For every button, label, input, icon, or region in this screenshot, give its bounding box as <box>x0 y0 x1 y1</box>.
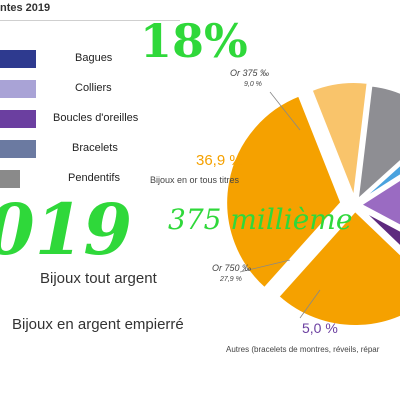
pie-slice-5 <box>277 209 400 327</box>
pie-leader-line-1 <box>239 259 291 273</box>
caption-silver-stone: Bijoux en argent empierré <box>12 316 184 333</box>
label-pendentifs: Pendentifs <box>68 172 120 184</box>
pie-label-or375: Or 375 ‰ <box>230 68 270 78</box>
pie-slice-4 <box>362 209 400 248</box>
pie-value-autres: 5,0 % <box>302 320 338 336</box>
label-bracelets: Bracelets <box>72 142 118 154</box>
bar-chart: Bagues Colliers Boucles d'oreilles Brace… <box>0 40 150 200</box>
bar-pendentifs <box>0 170 20 188</box>
label-bagues: Bagues <box>75 52 113 64</box>
pie-label-or750: Or 750 ‰ <box>212 263 252 273</box>
pie-value-or750: 27,9 % <box>220 276 242 283</box>
bar-bracelets <box>0 140 36 158</box>
pie-value-or375: 9,0 % <box>244 81 262 88</box>
bar-boucles <box>0 110 36 128</box>
overlay-millieme: 375 millième <box>168 203 353 236</box>
bar-bagues <box>0 50 36 68</box>
pie-slice-0 <box>310 81 369 198</box>
pie-slice-2 <box>359 163 400 203</box>
pie-label-autres: Autres (bracelets de montres, réveils, r… <box>226 345 380 354</box>
pie-label-gold-all: Bijoux en or tous titres <box>150 175 240 185</box>
pie-slice-3 <box>359 178 400 227</box>
pie-leader-line-0 <box>269 91 301 131</box>
pie-slice-6 <box>225 94 343 290</box>
chart-title: ntes 2019 <box>0 2 51 14</box>
overlay-big-percent: 18% <box>140 14 248 68</box>
caption-silver: Bijoux tout argent <box>40 270 157 287</box>
label-boucles: Boucles d'oreilles <box>53 112 139 124</box>
label-colliers: Colliers <box>75 82 112 94</box>
pie-slice-1 <box>356 84 400 203</box>
title-divider <box>0 20 180 21</box>
pie-value-gold-all: 36,9 % <box>196 152 243 169</box>
pie-leader-line-2 <box>299 289 321 319</box>
bar-colliers <box>0 80 36 98</box>
overlay-big-year: 019 <box>0 188 133 271</box>
